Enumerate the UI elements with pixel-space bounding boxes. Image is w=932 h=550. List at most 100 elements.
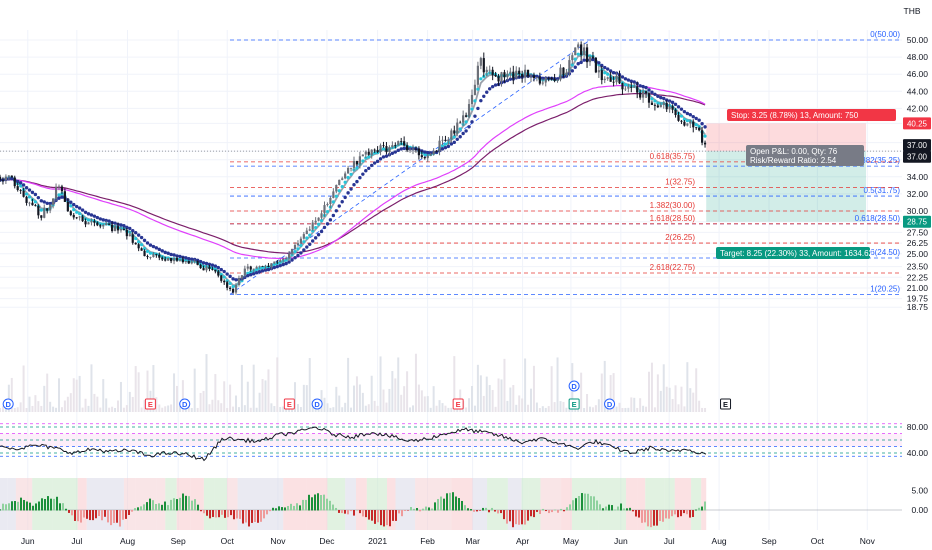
event-markers[interactable]: D E D E D EDE D E xyxy=(2,380,732,410)
histogram-bar xyxy=(212,510,214,517)
moving-average-dot xyxy=(361,159,365,163)
volume-bar xyxy=(291,407,294,412)
x-tick-label: May xyxy=(563,536,580,546)
candle-body xyxy=(636,86,639,93)
earnings-marker[interactable]: E xyxy=(568,398,580,410)
candle-body xyxy=(609,77,612,82)
histogram-background xyxy=(283,478,307,530)
candle-body xyxy=(170,258,173,262)
moving-average-dot xyxy=(452,140,456,145)
x-tick-label: Oct xyxy=(811,536,825,546)
candle-body xyxy=(379,145,382,153)
dividend-marker[interactable]: D xyxy=(2,398,14,410)
volume-bar xyxy=(497,378,500,412)
volume-bar xyxy=(627,407,630,412)
histogram-bar xyxy=(674,510,676,515)
volume-bar xyxy=(503,358,506,412)
histogram-bar xyxy=(254,510,256,522)
histogram-bar xyxy=(128,510,130,515)
moving-average-dot xyxy=(316,233,321,237)
moving-average-dot xyxy=(272,262,276,266)
dividend-marker[interactable]: D xyxy=(604,398,616,410)
earnings-marker[interactable]: E xyxy=(720,398,732,410)
volume-bar xyxy=(75,379,78,412)
volume-bar xyxy=(350,407,353,412)
histogram-bar xyxy=(704,501,706,511)
candle-body xyxy=(78,216,81,218)
moving-average-dot xyxy=(358,176,362,180)
histogram-bar xyxy=(473,510,475,512)
event-marker-label: D xyxy=(607,400,613,409)
moving-average-dot xyxy=(393,150,397,154)
candle-body xyxy=(270,263,273,267)
histogram-bar xyxy=(638,510,640,518)
candle-body xyxy=(500,72,503,82)
histogram-bar xyxy=(158,503,160,511)
candle-body xyxy=(503,72,506,78)
volume-bar xyxy=(568,407,571,412)
moving-average-dot xyxy=(101,218,105,222)
volume-bar xyxy=(376,405,379,412)
volume-bar xyxy=(52,406,55,412)
histogram-panel xyxy=(0,478,902,530)
volume-bar xyxy=(335,386,338,412)
candle-body xyxy=(140,248,143,251)
price-tag-label: 40.25 xyxy=(907,119,928,128)
histogram-bar xyxy=(110,510,112,526)
earnings-marker[interactable]: E xyxy=(144,398,156,410)
candle-body xyxy=(444,139,447,141)
histogram-bar xyxy=(287,505,289,511)
histogram-bar xyxy=(197,504,199,511)
volume-bar xyxy=(630,397,633,412)
moving-average-dot xyxy=(346,175,350,180)
moving-average-dot xyxy=(608,69,613,73)
histogram-bar xyxy=(260,510,262,522)
candle-body xyxy=(671,106,674,110)
histogram-bar xyxy=(194,499,196,511)
histogram-bar xyxy=(137,507,139,511)
candle-body xyxy=(152,254,155,258)
dividend-marker[interactable]: D xyxy=(311,398,323,410)
moving-average-dot xyxy=(325,222,330,226)
histogram-background xyxy=(203,478,215,530)
candle-body xyxy=(562,67,565,76)
volume-bar xyxy=(633,397,636,412)
earnings-marker[interactable]: E xyxy=(283,398,295,410)
candle-body xyxy=(28,202,31,204)
dividend-marker[interactable]: D xyxy=(179,398,191,410)
histogram-bar xyxy=(440,496,442,511)
volume-bar xyxy=(648,371,650,412)
candle-body xyxy=(199,265,202,269)
histogram-bar xyxy=(503,510,505,520)
volume-bar xyxy=(338,395,341,412)
volume-bar xyxy=(217,400,220,412)
histogram-bar xyxy=(242,510,244,524)
candle-body xyxy=(1,179,5,181)
moving-average-dot xyxy=(201,261,206,265)
volume-bar xyxy=(594,405,597,412)
candle-body xyxy=(293,245,297,249)
volume-bar xyxy=(81,407,84,412)
histogram-bar xyxy=(425,506,427,511)
histogram-bar xyxy=(14,501,16,511)
histogram-bar xyxy=(542,508,544,511)
histogram-bar xyxy=(521,510,523,525)
volume-bar xyxy=(485,376,488,412)
candle-body xyxy=(624,88,627,90)
moving-average-dot xyxy=(219,272,223,277)
candle-body xyxy=(231,288,235,293)
fib-level-label: 0(50.00) xyxy=(870,30,900,39)
histogram-bar xyxy=(143,504,145,511)
histogram-bar xyxy=(620,503,622,511)
candle-body xyxy=(131,234,134,243)
dividend-marker[interactable]: D xyxy=(568,380,580,392)
volume-bar xyxy=(13,408,16,412)
earnings-marker[interactable]: E xyxy=(452,398,464,410)
y-tick-label: 25.00 xyxy=(907,249,929,259)
candle-body xyxy=(19,190,22,191)
candle-body xyxy=(665,102,668,110)
volume-bar xyxy=(556,357,559,412)
volume-bar xyxy=(326,403,329,412)
volume-bar xyxy=(108,407,111,412)
